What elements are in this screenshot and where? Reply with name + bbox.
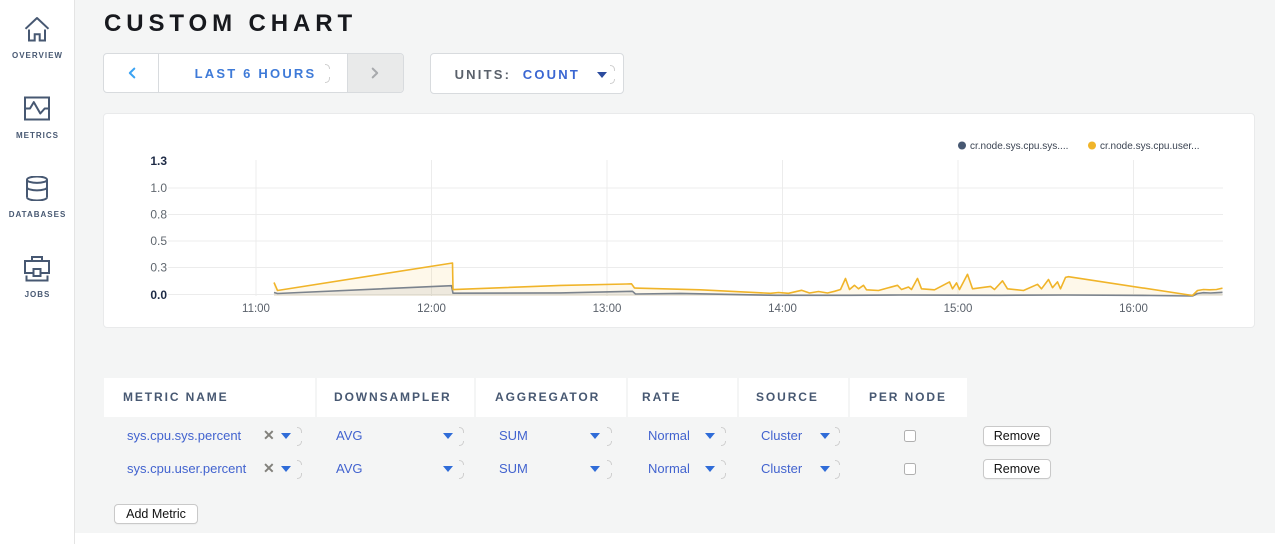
svg-text:1.3: 1.3 [150,154,167,168]
svg-text:13:00: 13:00 [593,303,622,315]
svg-text:11:00: 11:00 [242,303,270,315]
svg-text:cr.node.sys.cpu.user...: cr.node.sys.cpu.user... [1100,141,1200,152]
svg-text:cr.node.sys.cpu.sys....: cr.node.sys.cpu.sys.... [970,141,1068,152]
svg-text:0.0: 0.0 [150,288,167,302]
svg-text:0.8: 0.8 [150,208,167,222]
svg-text:15:00: 15:00 [944,303,973,315]
svg-text:16:00: 16:00 [1119,303,1148,315]
svg-text:0.5: 0.5 [150,234,167,248]
svg-text:0.3: 0.3 [150,261,167,275]
svg-text:1.0: 1.0 [150,181,167,195]
svg-text:14:00: 14:00 [768,303,797,315]
svg-text:12:00: 12:00 [417,303,446,315]
